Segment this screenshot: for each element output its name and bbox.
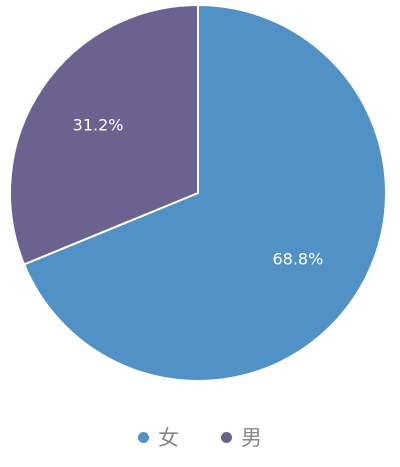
pie-slices — [9, 3, 387, 382]
legend-item-male[interactable]: 男 — [221, 422, 262, 452]
legend: 女 男 — [0, 422, 400, 452]
legend-marker-female — [138, 431, 149, 443]
pie-slice-male[interactable] — [9, 3, 199, 266]
legend-item-female[interactable]: 女 — [138, 422, 179, 452]
pie-chart: 68.8% 31.2% — [9, 3, 387, 382]
pie-label-male: 31.2% — [73, 116, 124, 135]
legend-label-male: 男 — [241, 426, 262, 450]
pie-labels: 68.8% 31.2% — [73, 116, 324, 269]
pie-label-female: 68.8% — [272, 250, 323, 269]
legend-label-female: 女 — [158, 426, 179, 450]
legend-marker-male — [221, 431, 232, 443]
pie-slice-female[interactable] — [22, 3, 387, 382]
